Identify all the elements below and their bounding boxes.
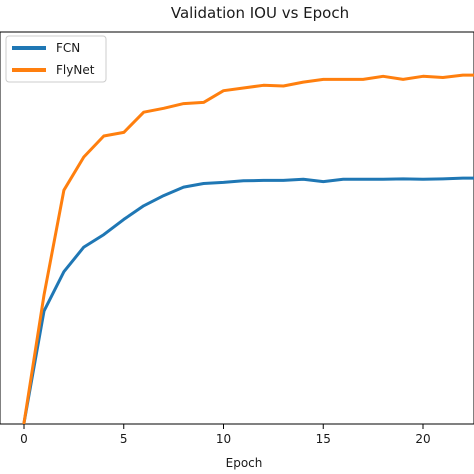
x-tick-label: 15: [316, 432, 331, 446]
x-axis-label: Epoch: [226, 456, 263, 470]
legend: FCN FlyNet: [5, 35, 107, 83]
legend-label-fcn: FCN: [56, 41, 80, 55]
x-tick-label: 10: [216, 432, 231, 446]
legend-label-flynet: FlyNet: [56, 63, 95, 77]
x-tick-label: 5: [120, 432, 128, 446]
chart-title: Validation IOU vs Epoch: [171, 4, 349, 22]
legend-items: FCN FlyNet: [12, 41, 95, 77]
series-layer: [22, 73, 474, 424]
plot-frame: [0, 31, 474, 425]
x-tick-label: 20: [415, 432, 430, 446]
plot-area: [0, 31, 474, 425]
series-line-fcn: [22, 176, 474, 424]
series-line-flynet: [22, 73, 474, 424]
x-axis-ticks: 0 5 10 15 20: [20, 424, 431, 446]
x-tick-label: 0: [20, 432, 28, 446]
